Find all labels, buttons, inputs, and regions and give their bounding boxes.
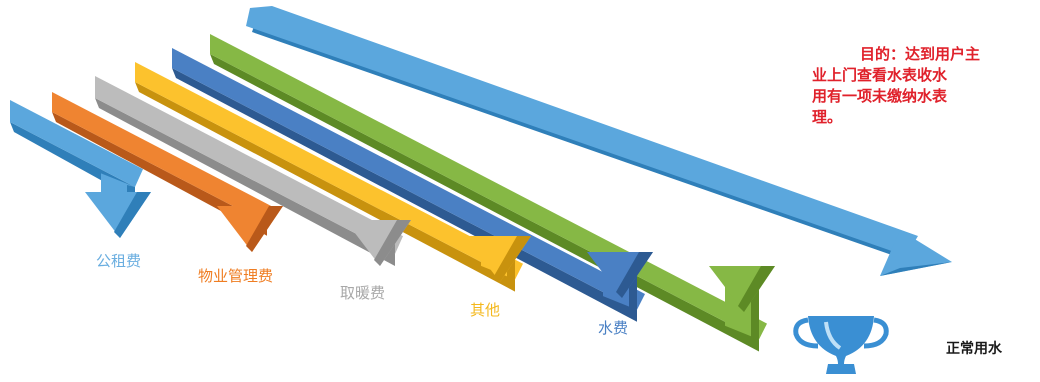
fee-bands xyxy=(10,34,775,352)
label-heating-fee: 取暖费 xyxy=(340,284,386,302)
band-top xyxy=(172,48,645,310)
trophy-handle-right xyxy=(863,317,889,349)
arrow-head-shade xyxy=(494,236,531,282)
band-top xyxy=(10,100,143,187)
main-flow-arrow xyxy=(246,6,952,276)
trophy-icon xyxy=(793,316,889,374)
goal-text: 目的：达到用户主 业上门查看水表收水 用有一项未缴纳水表 理。 xyxy=(812,44,1040,128)
band-top xyxy=(52,92,275,224)
main-arrow-head-shade xyxy=(880,262,952,276)
arrow-shaft-shade xyxy=(127,185,135,192)
label-water-fee: 水费 xyxy=(598,319,629,337)
trophy-shine xyxy=(824,321,842,350)
arrow-head-shade xyxy=(738,266,775,312)
arrow-head-shade xyxy=(616,252,653,298)
band-side xyxy=(52,112,267,236)
arrow-head-shade xyxy=(114,192,151,238)
result-label: 正常用水 xyxy=(946,341,1002,357)
band-top xyxy=(135,62,523,280)
main-arrow-body xyxy=(246,6,918,256)
band-side xyxy=(135,82,515,292)
trophy-handle-left xyxy=(793,317,819,349)
arrow-head-shade xyxy=(246,206,283,252)
arrow-head-shade xyxy=(374,220,411,266)
goal-line: 用有一项未缴纳水表 xyxy=(812,87,948,105)
goal-line: 理。 xyxy=(812,108,843,126)
label-other: 其他 xyxy=(470,301,501,319)
goal-line: 业上门查看水表收水 xyxy=(812,66,948,84)
band-top xyxy=(95,76,403,254)
goal-line: 目的：达到用户主 xyxy=(860,45,981,63)
label-property-management-fee: 物业管理费 xyxy=(198,267,274,285)
arrow-shaft xyxy=(101,173,135,192)
band-side xyxy=(172,68,637,322)
trophy-cup xyxy=(808,316,874,364)
label-public-rent-fee: 公租费 xyxy=(96,252,142,270)
trophy-base xyxy=(826,364,856,374)
band-side xyxy=(95,98,395,266)
